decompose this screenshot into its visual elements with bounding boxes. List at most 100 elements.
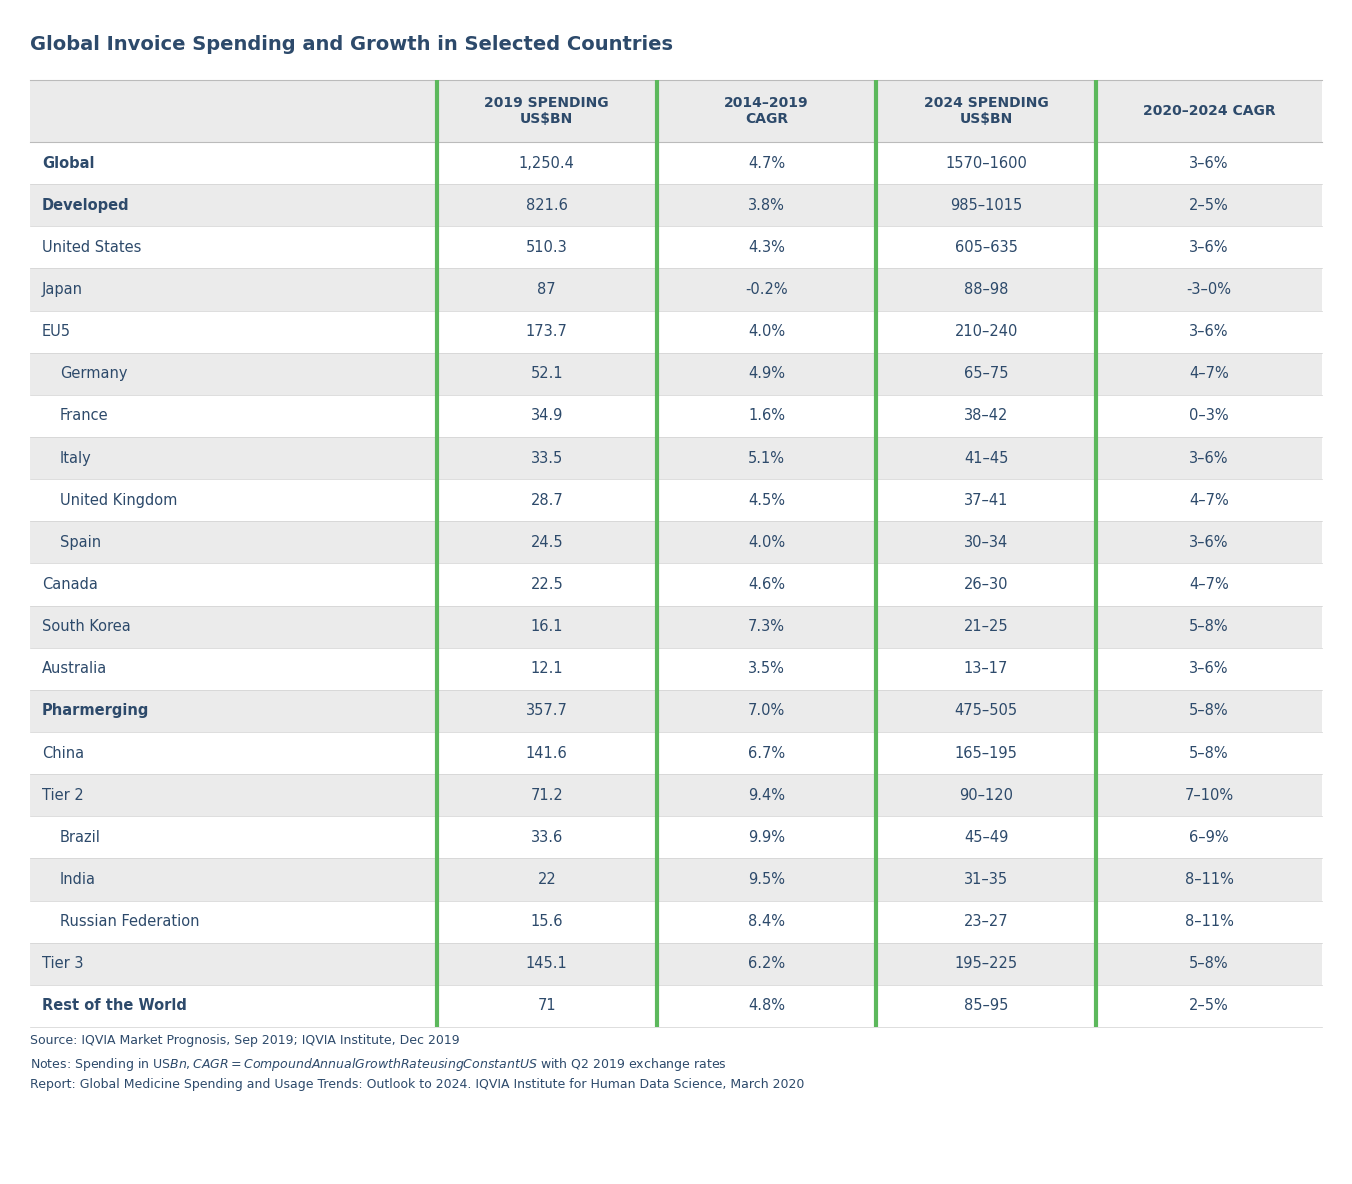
Bar bbox=[30, 480, 1322, 521]
Text: 3–6%: 3–6% bbox=[1190, 324, 1229, 339]
Bar bbox=[30, 648, 1322, 690]
Bar bbox=[30, 605, 1322, 648]
Text: 3–6%: 3–6% bbox=[1190, 535, 1229, 549]
Text: 6–9%: 6–9% bbox=[1190, 830, 1229, 845]
Text: 4–7%: 4–7% bbox=[1188, 366, 1229, 381]
Text: 985–1015: 985–1015 bbox=[950, 198, 1022, 213]
Text: 5–8%: 5–8% bbox=[1190, 746, 1229, 760]
Text: 2020–2024 CAGR: 2020–2024 CAGR bbox=[1142, 104, 1275, 118]
Bar bbox=[30, 564, 1322, 605]
Text: 26–30: 26–30 bbox=[964, 577, 1009, 592]
Bar bbox=[30, 942, 1322, 985]
Bar bbox=[30, 690, 1322, 732]
Text: Global Invoice Spending and Growth in Selected Countries: Global Invoice Spending and Growth in Se… bbox=[30, 36, 673, 54]
Text: France: France bbox=[59, 408, 108, 424]
Text: 5–8%: 5–8% bbox=[1190, 703, 1229, 719]
Text: 6.7%: 6.7% bbox=[748, 746, 786, 760]
Text: 22: 22 bbox=[538, 871, 556, 887]
Text: 15.6: 15.6 bbox=[530, 914, 562, 929]
Text: 8–11%: 8–11% bbox=[1184, 871, 1233, 887]
Bar bbox=[30, 226, 1322, 269]
Text: 4.9%: 4.9% bbox=[748, 366, 786, 381]
Text: 3.8%: 3.8% bbox=[748, 198, 786, 213]
Text: 173.7: 173.7 bbox=[526, 324, 568, 339]
Text: 2014–2019
CAGR: 2014–2019 CAGR bbox=[725, 96, 808, 127]
Text: 9.4%: 9.4% bbox=[748, 787, 786, 803]
Text: Rest of the World: Rest of the World bbox=[42, 998, 187, 1014]
Text: Global: Global bbox=[42, 155, 95, 170]
Bar bbox=[30, 142, 1322, 185]
Text: 4–7%: 4–7% bbox=[1188, 493, 1229, 508]
Text: 510.3: 510.3 bbox=[526, 240, 568, 255]
Text: 41–45: 41–45 bbox=[964, 451, 1009, 465]
Text: 30–34: 30–34 bbox=[964, 535, 1009, 549]
Text: 210–240: 210–240 bbox=[955, 324, 1018, 339]
Text: Tier 2: Tier 2 bbox=[42, 787, 84, 803]
Text: 33.6: 33.6 bbox=[531, 830, 562, 845]
Bar bbox=[30, 185, 1322, 226]
Text: Pharmerging: Pharmerging bbox=[42, 703, 149, 719]
Text: 90–120: 90–120 bbox=[959, 787, 1013, 803]
Bar bbox=[30, 816, 1322, 858]
Text: 4.0%: 4.0% bbox=[748, 324, 786, 339]
Text: 9.5%: 9.5% bbox=[748, 871, 786, 887]
Text: 605–635: 605–635 bbox=[955, 240, 1018, 255]
Text: China: China bbox=[42, 746, 84, 760]
Text: 45–49: 45–49 bbox=[964, 830, 1009, 845]
Text: Report: Global Medicine Spending and Usage Trends: Outlook to 2024. IQVIA Instit: Report: Global Medicine Spending and Usa… bbox=[30, 1077, 804, 1090]
Bar bbox=[30, 310, 1322, 353]
Text: India: India bbox=[59, 871, 96, 887]
Text: Developed: Developed bbox=[42, 198, 130, 213]
Text: 88–98: 88–98 bbox=[964, 282, 1009, 297]
Text: 8–11%: 8–11% bbox=[1184, 914, 1233, 929]
Text: 7.3%: 7.3% bbox=[748, 619, 786, 635]
Text: -3–0%: -3–0% bbox=[1187, 282, 1232, 297]
Text: 1.6%: 1.6% bbox=[748, 408, 786, 424]
Text: 4–7%: 4–7% bbox=[1188, 577, 1229, 592]
Text: 4.7%: 4.7% bbox=[748, 155, 786, 170]
Text: 12.1: 12.1 bbox=[530, 662, 564, 676]
Text: 38–42: 38–42 bbox=[964, 408, 1009, 424]
Text: 141.6: 141.6 bbox=[526, 746, 568, 760]
Text: 7–10%: 7–10% bbox=[1184, 787, 1233, 803]
Text: 9.9%: 9.9% bbox=[748, 830, 786, 845]
Text: EU5: EU5 bbox=[42, 324, 72, 339]
Text: 52.1: 52.1 bbox=[530, 366, 564, 381]
Text: 65–75: 65–75 bbox=[964, 366, 1009, 381]
Text: 2019 SPENDING
US$BN: 2019 SPENDING US$BN bbox=[484, 96, 610, 127]
Text: 21–25: 21–25 bbox=[964, 619, 1009, 635]
Bar bbox=[30, 732, 1322, 774]
Text: 22.5: 22.5 bbox=[530, 577, 564, 592]
Text: 1,250.4: 1,250.4 bbox=[519, 155, 575, 170]
Text: 5.1%: 5.1% bbox=[748, 451, 786, 465]
Text: 4.8%: 4.8% bbox=[748, 998, 786, 1014]
Text: 8.4%: 8.4% bbox=[748, 914, 786, 929]
Text: 31–35: 31–35 bbox=[964, 871, 1009, 887]
Text: 4.0%: 4.0% bbox=[748, 535, 786, 549]
Text: 85–95: 85–95 bbox=[964, 998, 1009, 1014]
Text: 37–41: 37–41 bbox=[964, 493, 1009, 508]
Text: 1570–1600: 1570–1600 bbox=[945, 155, 1028, 170]
Text: -0.2%: -0.2% bbox=[745, 282, 788, 297]
Text: 3.5%: 3.5% bbox=[748, 662, 786, 676]
Text: Notes: Spending in US$Bn, CAGR = Compound Annual Growth Rate using Constant US$ : Notes: Spending in US$Bn, CAGR = Compoun… bbox=[30, 1056, 726, 1073]
Text: 5–8%: 5–8% bbox=[1190, 957, 1229, 971]
Bar bbox=[30, 985, 1322, 1027]
Text: Australia: Australia bbox=[42, 662, 107, 676]
Text: 16.1: 16.1 bbox=[530, 619, 562, 635]
Text: Spain: Spain bbox=[59, 535, 101, 549]
Bar bbox=[30, 353, 1322, 394]
Text: 34.9: 34.9 bbox=[530, 408, 562, 424]
Text: Brazil: Brazil bbox=[59, 830, 101, 845]
Bar bbox=[30, 858, 1322, 901]
Text: 71: 71 bbox=[538, 998, 556, 1014]
Text: 4.5%: 4.5% bbox=[748, 493, 786, 508]
Text: South Korea: South Korea bbox=[42, 619, 131, 635]
Text: Tier 3: Tier 3 bbox=[42, 957, 84, 971]
Text: 0–3%: 0–3% bbox=[1190, 408, 1229, 424]
Text: 4.3%: 4.3% bbox=[748, 240, 786, 255]
Text: 4.6%: 4.6% bbox=[748, 577, 786, 592]
Text: 2–5%: 2–5% bbox=[1188, 198, 1229, 213]
Bar bbox=[30, 394, 1322, 437]
Text: 3–6%: 3–6% bbox=[1190, 451, 1229, 465]
